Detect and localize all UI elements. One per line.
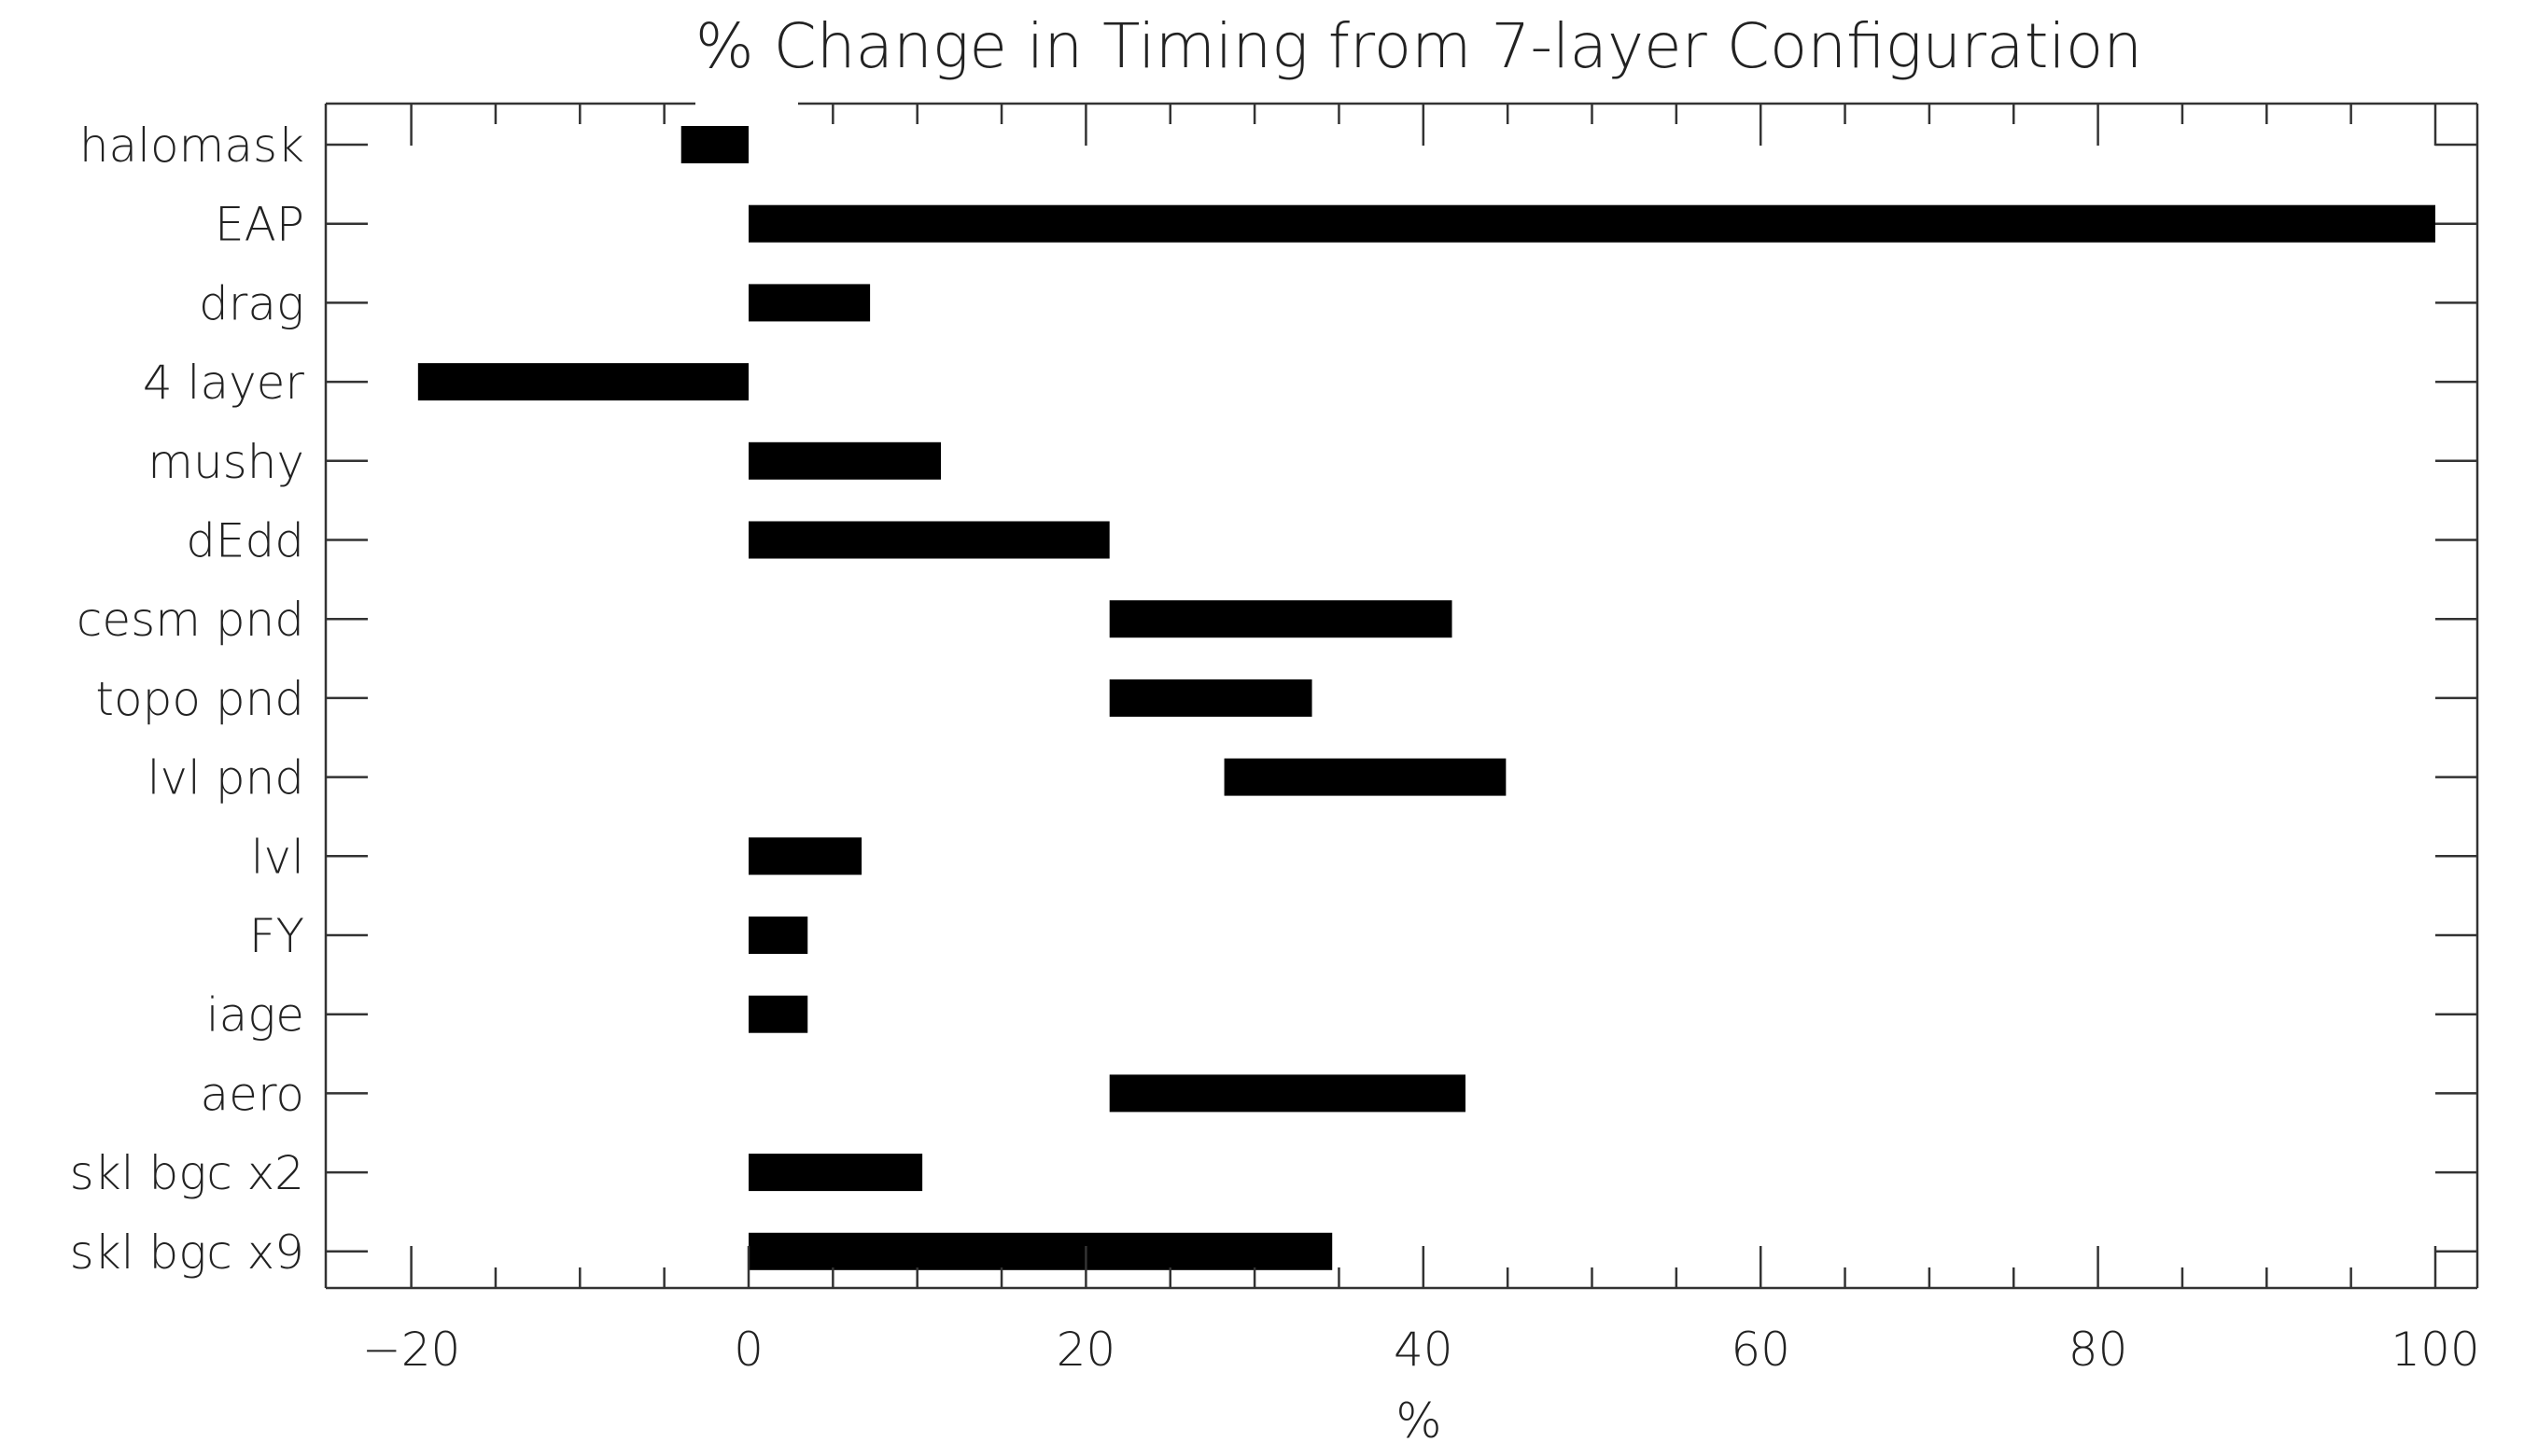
y-tick-label: iage: [206, 988, 304, 1043]
x-tick-label: 0: [734, 1323, 764, 1377]
bar: [749, 441, 941, 480]
y-tick-label: dEdd: [186, 514, 304, 568]
y-tick-label: FY: [249, 909, 304, 963]
x-axis-ticks: [410, 104, 2437, 1288]
y-axis-labels: halomask EAP drag 4 layer mushy dEdd cesm pnd t…: [70, 119, 2477, 1280]
bar: [1224, 758, 1507, 796]
bar: [417, 363, 749, 401]
bar: [749, 521, 1110, 559]
chart-title: % Change in Timing from 7-layer Configur…: [695, 10, 2142, 82]
bars-group: [417, 126, 2435, 1270]
y-tick-label: halomask: [79, 119, 304, 173]
y-tick-label: 4 layer: [143, 356, 305, 410]
y-tick-label: skl bgc x2: [70, 1146, 304, 1200]
x-axis-title: %: [1395, 1393, 1441, 1449]
bar: [1109, 600, 1452, 638]
bar: [1109, 1074, 1465, 1113]
x-tick-label: 40: [1394, 1323, 1453, 1377]
y-tick-label: lvl pnd: [147, 751, 304, 805]
bar: [749, 995, 808, 1033]
bar: [749, 1232, 1333, 1270]
x-axis-labels: −20 0 20 40 60 80 100: [362, 1323, 2480, 1377]
plot-frame: [324, 102, 2479, 1290]
x-tick-label: 80: [2068, 1323, 2128, 1377]
y-tick-label: topo pnd: [95, 672, 304, 726]
bar: [1109, 679, 1312, 717]
x-tick-label: 100: [2391, 1323, 2479, 1377]
y-tick-label: skl bgc x9: [70, 1225, 304, 1280]
y-tick-label: EAP: [215, 198, 304, 252]
bar: [749, 204, 2435, 243]
bar: [749, 1154, 923, 1192]
y-tick-label: aero: [201, 1067, 304, 1121]
y-tick-label: drag: [199, 276, 304, 330]
bar: [749, 284, 871, 322]
y-tick-label: cesm pnd: [77, 593, 304, 647]
y-tick-label: mushy: [147, 435, 304, 489]
bar: [749, 917, 808, 954]
x-tick-label: 60: [1731, 1323, 1790, 1377]
y-tick-label: lvl: [251, 830, 304, 884]
x-tick-label: −20: [362, 1323, 461, 1377]
bar: [680, 126, 749, 163]
bar: [749, 837, 862, 875]
x-tick-label: 20: [1057, 1323, 1116, 1377]
